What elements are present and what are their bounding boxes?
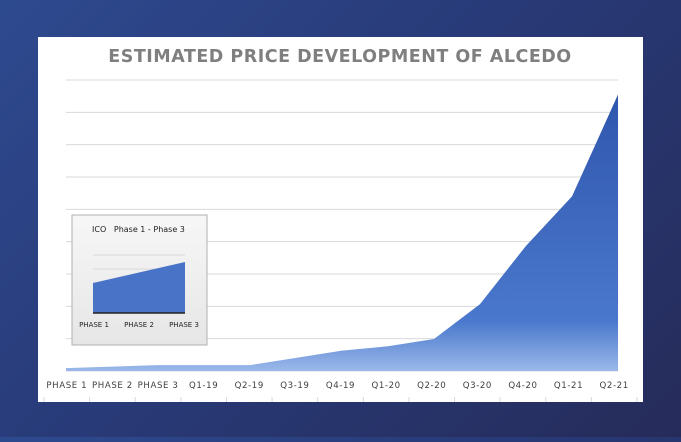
inset-title: ICO Phase 1 - Phase 3 xyxy=(92,225,185,234)
x-tick-label: Q2-21 xyxy=(600,381,629,391)
inset-chart: ICO Phase 1 - Phase 3 PHASE 1 PHASE 2 PHAS… xyxy=(71,214,208,346)
x-tick-label: Q3-20 xyxy=(463,381,492,391)
x-axis-labels: PHASE 1 PHASE 2 PHASE 3 Q1-19 Q2-19 Q3-19 Q4-1… xyxy=(46,381,628,391)
x-tick-label: Q2-20 xyxy=(417,381,446,391)
x-tick-label: Q1-19 xyxy=(189,381,218,391)
inset-x-tick-label: PHASE 3 xyxy=(169,321,199,329)
x-axis-ticks xyxy=(43,397,638,402)
x-tick-label: Q4-19 xyxy=(326,381,355,391)
inset-x-tick-label: PHASE 1 xyxy=(79,321,109,329)
chart-title: ESTIMATED PRICE DEVELOPMENT OF ALCEDO xyxy=(108,47,571,67)
price-area-series xyxy=(66,94,618,372)
inset-x-tick-label: PHASE 2 xyxy=(124,321,154,329)
x-tick-label: PHASE 1 xyxy=(46,381,87,391)
x-tick-label: Q1-21 xyxy=(554,381,583,391)
x-tick-label: Q2-19 xyxy=(235,381,264,391)
x-tick-label: Q3-19 xyxy=(280,381,309,391)
x-tick-label: Q4-20 xyxy=(508,381,537,391)
x-tick-label: PHASE 2 xyxy=(92,381,133,391)
x-tick-label: Q1-20 xyxy=(371,381,400,391)
inset-x-axis-labels: PHASE 1 PHASE 2 PHASE 3 xyxy=(79,321,199,329)
inset-area-series xyxy=(93,262,185,313)
x-tick-label: PHASE 3 xyxy=(138,381,179,391)
